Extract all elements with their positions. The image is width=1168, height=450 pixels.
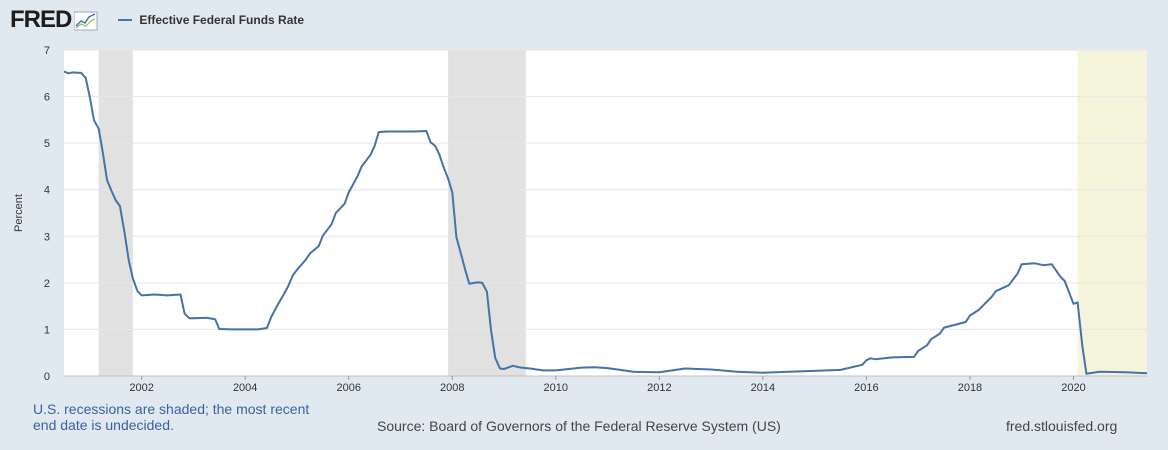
y-tick-label: 0 — [44, 371, 50, 383]
legend-label: Effective Federal Funds Rate — [139, 13, 305, 27]
y-tick-label: 7 — [44, 45, 50, 57]
x-tick-label: 2008 — [440, 382, 464, 394]
x-tick-label: 2006 — [336, 382, 360, 394]
site-link[interactable]: fred.stlouisfed.org — [1006, 418, 1118, 434]
y-tick-label: 5 — [44, 138, 50, 150]
y-tick-label: 3 — [44, 231, 50, 243]
x-tick-label: 2010 — [544, 382, 568, 394]
x-tick-label: 2018 — [958, 382, 982, 394]
chart-legend[interactable]: Effective Federal Funds Rate — [118, 13, 304, 27]
source-note: Source: Board of Governors of the Federa… — [377, 418, 781, 434]
series-line[interactable] — [63, 70, 1148, 375]
y-tick-label: 6 — [44, 92, 50, 104]
header: FRED Effective Federal Funds Rate — [10, 6, 304, 34]
x-tick-label: 2020 — [1061, 382, 1085, 394]
x-tick-label: 2004 — [233, 382, 257, 394]
x-tick-label: 2012 — [647, 382, 671, 394]
y-tick-label: 4 — [44, 185, 50, 197]
x-tick-label: 2016 — [854, 382, 878, 394]
fred-graph-logo-icon — [74, 11, 98, 31]
y-tick-label: 2 — [44, 278, 50, 290]
recession-band — [98, 50, 133, 376]
recession-band — [448, 50, 526, 376]
y-axis-label: Percent — [13, 194, 25, 232]
fred-logo[interactable]: FRED — [10, 6, 72, 33]
legend-swatch — [118, 19, 133, 21]
y-tick-label: 1 — [44, 324, 50, 336]
plot-area — [64, 50, 1147, 376]
recession-note: U.S. recessions are shaded; the most rec… — [33, 401, 310, 433]
recession-band — [1077, 50, 1147, 376]
x-tick-label: 2002 — [129, 382, 153, 394]
x-tick-label: 2014 — [751, 382, 775, 394]
